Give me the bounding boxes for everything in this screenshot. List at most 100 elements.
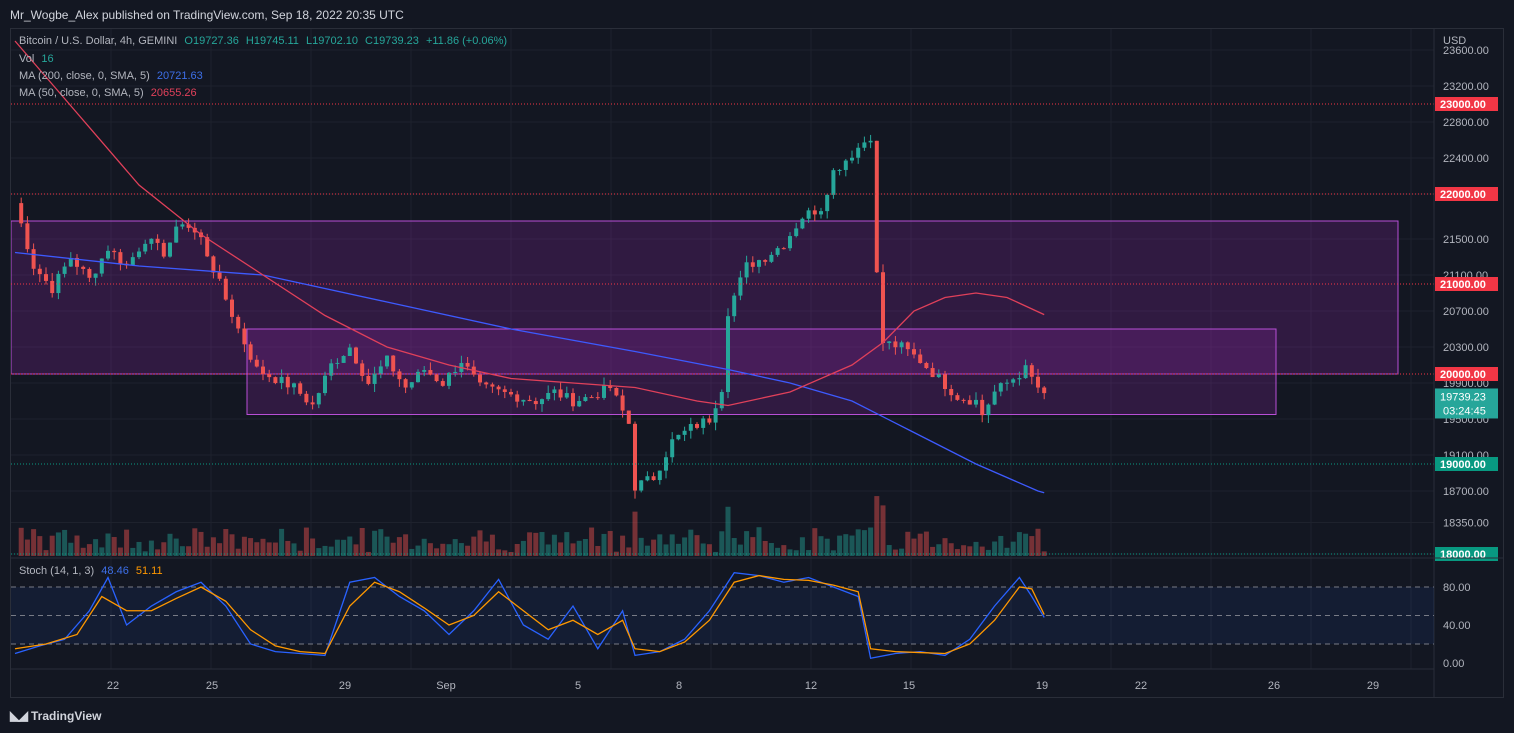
volume-bar <box>427 543 433 556</box>
candle-body <box>620 395 625 411</box>
volume-bar <box>18 527 24 556</box>
volume-bar <box>99 547 105 556</box>
candle-body <box>812 210 817 215</box>
volume-bar <box>434 548 440 556</box>
price-tick-label: 20700.00 <box>1443 306 1489 318</box>
volume-bar <box>737 544 743 556</box>
candle-body <box>924 363 929 369</box>
level-price-label: 21000.00 <box>1440 279 1486 291</box>
volume-bar <box>837 535 843 556</box>
candle-body <box>707 418 712 423</box>
volume-bar <box>80 547 86 556</box>
candle-body <box>645 476 650 481</box>
volume-bar <box>582 539 588 556</box>
current-price-tag <box>1435 388 1498 419</box>
high-value: H19745.11 <box>245 35 299 47</box>
candle-body <box>118 252 123 264</box>
volume-bar <box>539 532 545 556</box>
volume-bar <box>911 538 917 556</box>
volume-bar <box>923 531 929 556</box>
volume-bar <box>768 542 774 556</box>
volume-bar <box>868 527 874 556</box>
candle-body <box>403 379 408 388</box>
candle-body <box>236 316 241 329</box>
volume-bar <box>756 527 762 556</box>
volume-bar <box>899 548 905 556</box>
candle-body <box>56 273 61 294</box>
stoch-legend: Stoch (14, 1, 3) 48.46 51.11 <box>19 565 167 577</box>
volume-bar <box>496 549 502 556</box>
volume-bar <box>861 530 867 556</box>
candle-body <box>682 430 687 435</box>
tradingview-logo-icon: ◣◢ <box>10 708 28 723</box>
candle-body <box>267 374 272 378</box>
volume-bar <box>440 543 446 556</box>
candle-body <box>868 140 873 143</box>
candle-body <box>37 268 42 275</box>
candle-body <box>31 249 36 269</box>
volume-bar <box>570 543 576 556</box>
volume-bar <box>378 529 384 556</box>
candle-body <box>552 389 557 393</box>
low-value: L19702.10 <box>305 35 358 47</box>
candle-body <box>930 368 935 378</box>
candle-body <box>453 371 458 373</box>
price-tick-label: 20300.00 <box>1443 342 1489 354</box>
candle-body <box>130 257 135 266</box>
volume-bar <box>892 549 898 556</box>
candle-body <box>1011 379 1016 383</box>
candle-body <box>68 257 73 267</box>
volume-bar <box>353 544 359 556</box>
volume-bar <box>1035 528 1041 556</box>
candle-body <box>564 393 569 398</box>
stoch-tick-label: 80.00 <box>1443 582 1471 594</box>
volume-bar <box>210 537 216 556</box>
candle-body <box>81 266 86 269</box>
change-value: +11.86 (+0.06%) <box>425 35 508 47</box>
volume-bar <box>675 543 681 556</box>
volume-bar <box>266 542 272 556</box>
vol-label: Vol <box>19 53 35 65</box>
volume-bar <box>310 538 316 556</box>
volume-bar <box>396 537 402 556</box>
volume-bar <box>954 549 960 556</box>
ma50-legend: MA (50, close, 0, SMA, 5) 20655.26 <box>19 87 201 99</box>
volume-bar <box>626 547 632 556</box>
time-tick-label: 15 <box>903 680 915 692</box>
volume-bar <box>669 534 675 556</box>
volume-bar <box>917 533 923 556</box>
candle-body <box>335 362 340 364</box>
volume-bar <box>551 534 557 556</box>
candle-body <box>434 374 439 382</box>
volume-bar <box>111 537 117 556</box>
candle-body <box>347 347 352 356</box>
candle-body <box>242 328 247 345</box>
candle-body <box>298 383 303 394</box>
volume-bar <box>942 538 948 556</box>
countdown-label: 03:24:45 <box>1443 405 1486 417</box>
time-tick-label: 12 <box>805 680 817 692</box>
candle-body <box>174 226 179 243</box>
volume-bar <box>744 531 750 556</box>
candle-body <box>137 251 141 258</box>
candle-body <box>775 248 780 255</box>
candle-body <box>93 273 98 278</box>
price-tick-label: 23200.00 <box>1443 81 1489 93</box>
candle-body <box>509 391 513 395</box>
volume-bar <box>161 542 167 556</box>
volume-bar <box>254 542 260 556</box>
candle-body <box>329 363 334 376</box>
volume-bar <box>316 548 322 556</box>
candle-body <box>422 370 427 372</box>
volume-bar <box>638 537 644 556</box>
volume-bar <box>558 542 564 556</box>
candle-body <box>998 383 1003 392</box>
candle-body <box>484 382 489 385</box>
candle-body <box>366 375 371 384</box>
volume-bar <box>136 541 142 556</box>
candle-body <box>99 258 104 274</box>
volume-bar <box>322 545 328 556</box>
volume-bar <box>886 545 892 556</box>
